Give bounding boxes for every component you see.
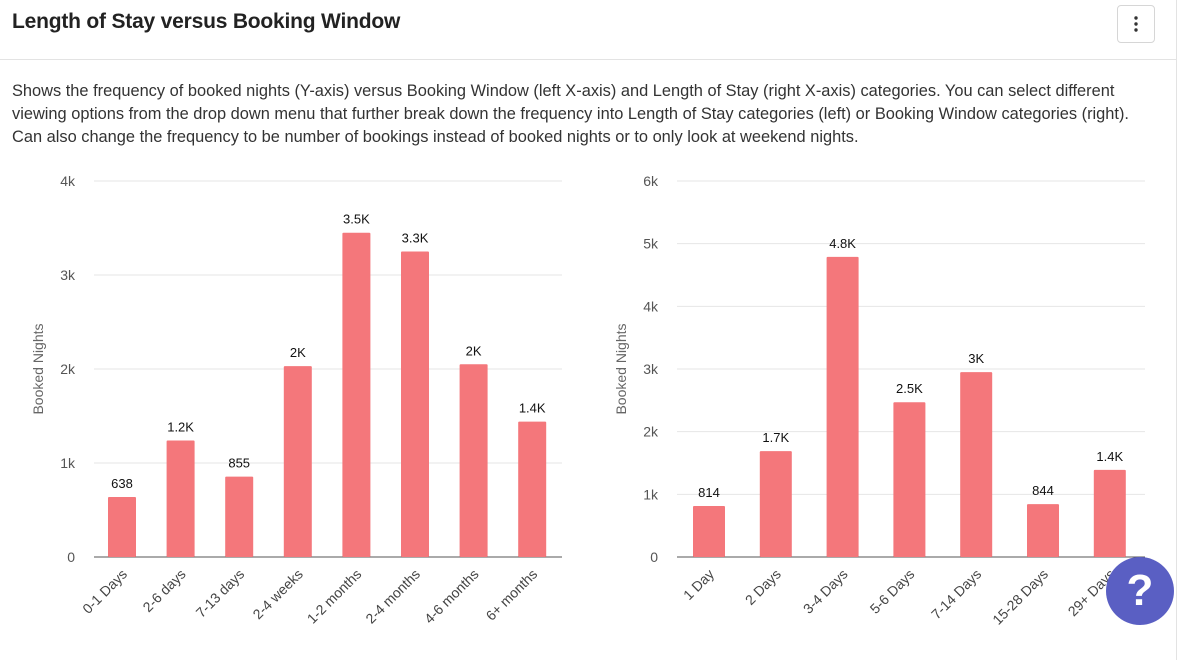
more-vertical-icon [1134,16,1138,32]
bar [166,440,195,557]
header: Length of Stay versus Booking Window [0,0,1176,60]
y-axis-label: Booked Nights [30,323,46,414]
more-options-button[interactable] [1117,5,1155,43]
y-tick-label: 5k [643,236,659,252]
x-tick-label: 7-13 days [193,566,248,621]
bar-value-label: 1.7K [762,430,789,445]
bar [283,366,312,557]
bar-value-label: 855 [228,456,250,471]
x-tick-label: 5-6 Days [867,566,918,617]
x-tick-label: 1 Day [680,566,717,603]
bar [459,364,488,557]
x-tick-label: 2-4 months [362,566,423,627]
x-tick-label: 4-6 months [421,566,482,627]
bar-value-label: 1.2K [167,419,194,434]
y-tick-label: 1k [60,455,76,471]
bar-value-label: 2.5K [896,381,923,396]
y-tick-label: 4k [643,298,659,314]
page-title: Length of Stay versus Booking Window [12,10,401,33]
y-axis-label: Booked Nights [613,323,629,414]
chart-description: Shows the frequency of booked nights (Y-… [12,82,1129,146]
bar [693,505,725,557]
bar-value-label: 3.5K [343,212,370,227]
x-tick-label: 2-4 weeks [249,566,305,622]
panel-border [1176,0,1177,660]
bar-value-label: 2K [466,343,482,358]
y-tick-label: 3k [643,361,659,377]
y-tick-label: 0 [67,549,75,565]
bar [108,497,136,557]
y-tick-label: 1k [643,486,659,502]
bar-value-label: 1.4K [1096,449,1123,464]
bar-value-label: 2K [290,345,306,360]
y-tick-label: 0 [650,549,658,565]
bar-value-label: 3K [968,351,984,366]
y-tick-label: 6k [643,173,659,189]
bar [401,251,429,557]
y-tick-label: 2k [643,424,659,440]
y-tick-label: 4k [60,173,76,189]
help-button[interactable]: ? [1106,557,1174,625]
bar [518,421,547,557]
bar [960,372,993,557]
x-tick-label: 2-6 days [139,566,188,615]
x-tick-label: 6+ months [483,566,541,624]
x-tick-label: 2 Days [742,566,784,608]
y-tick-label: 2k [60,361,76,377]
bar-value-label: 1.4K [519,401,546,416]
bar [342,232,371,557]
bar-value-label: 3.3K [402,231,429,246]
bar [1093,469,1126,557]
bar [759,451,792,557]
x-tick-label: 15-28 Days [989,566,1051,628]
bar-value-label: 814 [698,485,720,500]
bar [225,476,254,557]
x-tick-label: 3-4 Days [800,566,851,617]
x-tick-label: 0-1 Days [79,566,130,617]
x-tick-label: 1-2 months [304,566,365,627]
help-icon: ? [1126,566,1154,615]
bar [1027,504,1059,557]
bar-value-label: 844 [1032,483,1054,498]
x-tick-label: 7-14 Days [928,566,984,622]
bar-value-label: 4.8K [829,236,856,251]
bar-value-label: 638 [111,476,133,491]
y-tick-label: 3k [60,267,76,283]
bar [826,256,859,557]
bar [893,402,926,557]
